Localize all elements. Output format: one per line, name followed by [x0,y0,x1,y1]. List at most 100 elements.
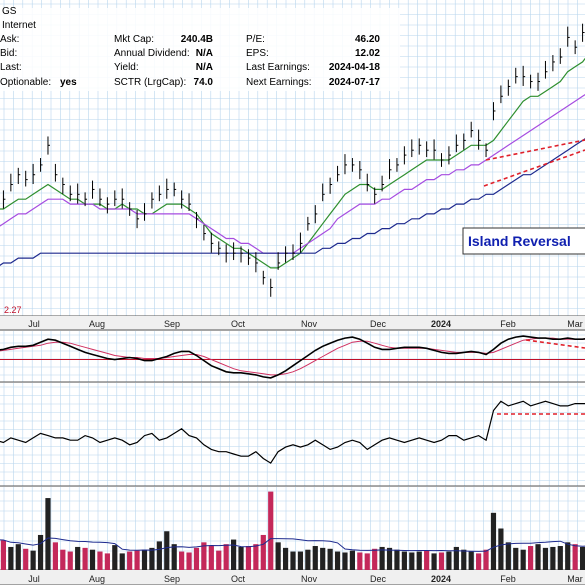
volume-bar [490,512,497,570]
volume-bar [141,549,148,570]
volume-bar [416,551,422,570]
volume-bar [193,547,200,570]
volume-bar [260,534,266,570]
optionable-label: Optionable: [0,77,51,88]
volume-bar [119,553,125,570]
volume-bar [349,550,355,570]
volume-bar [320,547,326,570]
info-header-bg [0,8,400,91]
volume-bar [379,546,385,570]
volume-bar [45,498,51,570]
pe-value: 46.20 [355,34,380,45]
mkt-cap-label: Mkt Cap: [114,34,154,45]
volume-bar [535,544,541,570]
last-earnings-value: 2024-04-18 [329,62,381,73]
volume-bar [216,550,222,570]
volume-bar [30,550,36,570]
indicator1-divergence-line [525,339,585,349]
dividend-value: N/A [196,48,213,59]
month-axis-bottom-label: 2024 [431,574,451,584]
volume-bar [297,551,304,570]
volume-bar [60,549,66,570]
volume-bar [156,541,162,570]
volume-bar [223,544,229,570]
month-axis-top-label: Nov [301,319,318,329]
annotation-text: Island Reversal [468,233,571,249]
dividend-label: Annual Dividend: [114,48,190,59]
volume-bar [127,551,133,570]
volume-bar [171,544,177,570]
month-axis-bottom-label: Nov [301,574,318,584]
volume-bar [208,546,214,570]
volume-bar [37,534,44,570]
volume-bar [179,551,185,570]
volume-bar [364,553,370,570]
month-axis-top-label: Jul [28,319,40,329]
volume-bar [468,551,474,570]
volume-bar [164,531,170,570]
volume-bar [290,551,296,570]
volume-bar [483,549,489,570]
volume-bar [431,553,437,570]
volume-bar [245,546,252,570]
eps-label: EPS: [246,48,269,59]
volume-bar [446,551,452,570]
volume-bar [52,542,58,570]
month-axis-bottom-bg [0,570,585,585]
volume-bar [476,553,482,570]
optionable-value: yes [60,77,77,88]
month-axis-bottom-label: Dec [370,574,387,584]
volume-bar [238,546,244,570]
volume-bar [542,547,549,570]
volume-bar [253,544,259,570]
volume-bar [386,547,393,570]
indicator2-grid-bg [0,383,585,486]
volume-bar [438,552,445,570]
sctr-value: 74.0 [194,77,214,88]
volume-bar [0,540,7,570]
month-axis-top-label: Dec [370,319,387,329]
volume-bar [401,551,407,570]
volume-bar [112,545,118,570]
month-axis-top: Jul Aug Sep Oct Nov Dec 2024 Feb Mar [0,316,585,331]
month-axis-bottom-label: Aug [89,574,105,584]
price-panel [0,23,585,297]
volume-bar [15,544,21,570]
volume-bar [424,550,430,570]
volume-bar [97,551,103,570]
month-axis-top-bg [0,316,585,330]
volume-bar [268,491,274,570]
month-axis-bottom-label: Jul [28,574,40,584]
volume-average-line [0,537,585,552]
volume-bar [550,546,556,570]
volume-bar [282,547,289,570]
info-header: GS Internet Ask: Bid: Last: Optionable: … [0,6,400,91]
indicator2-line [0,400,585,464]
volume-bar [461,549,467,570]
bid-label: Bid: [0,48,17,59]
month-axis-top-label: Mar [567,319,583,329]
month-axis-bottom-label: Oct [231,574,246,584]
next-earnings-value: 2024-07-17 [329,77,381,88]
month-axis-top-label: Feb [500,319,516,329]
volume-bar [305,549,311,570]
volume-bar [312,546,318,570]
volume-bar [104,553,110,570]
volume-bar [505,542,511,570]
indicator1-panel [0,331,585,383]
annotation-box [462,227,585,255]
volume-bar [75,546,81,570]
month-axis-bottom: Jul Aug Sep Oct Nov Dec 2024 Feb Mar [0,570,585,585]
volume-bar [520,549,526,570]
yield-label: Yield: [114,62,139,73]
volume-bar [498,528,504,570]
volume-bar [8,546,14,570]
month-axis-top-label: 2024 [431,319,451,329]
yield-value: N/A [196,62,213,73]
volume-bar [357,552,363,570]
volume-bar [201,542,207,570]
last-earnings-label: Last Earnings: [246,62,310,73]
industry-label: Internet [2,20,36,31]
trendline-upper [485,139,585,161]
